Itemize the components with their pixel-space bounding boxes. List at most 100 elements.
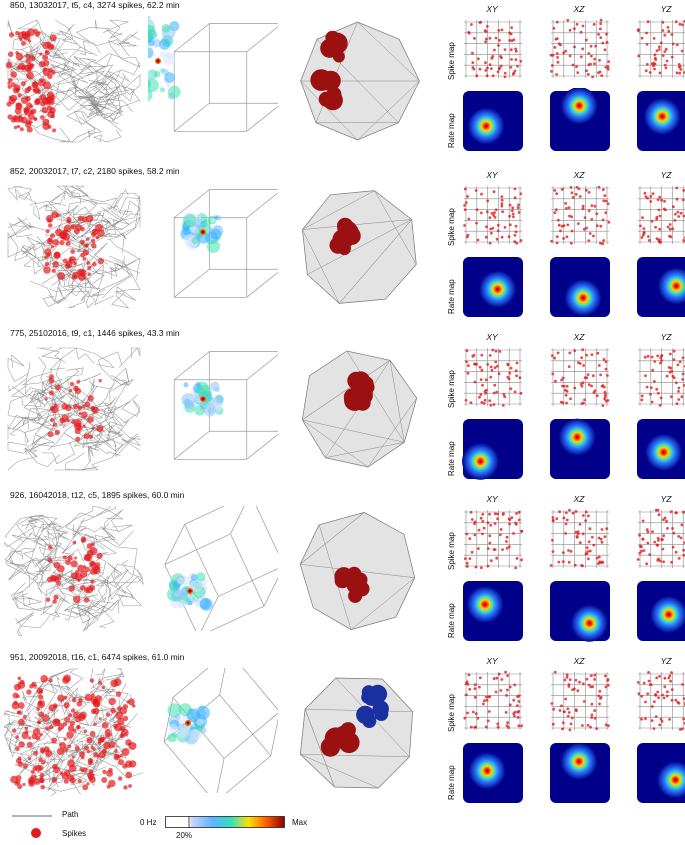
rate-peak: [468, 752, 506, 790]
density-cube-frame: [164, 506, 278, 631]
spike-map-dots: [463, 670, 523, 729]
rate-map: [463, 581, 523, 641]
cell-row: 850, 13032017, t5, c4, 3274 spikes, 62.2…: [0, 0, 685, 162]
spike-map: [549, 508, 609, 568]
spike-map-dots: [549, 18, 611, 79]
spike-map-paths: [464, 510, 522, 568]
rate-map: [637, 91, 685, 151]
spike-map-paths: [551, 672, 609, 730]
rate-peak: [564, 279, 602, 317]
density-cube: [163, 668, 278, 793]
field-blob: [343, 371, 375, 411]
colorbar-max-label: Max: [292, 818, 308, 827]
colorbar: [165, 816, 285, 828]
rate-peak: [560, 88, 598, 125]
path-legend-label: Path: [62, 810, 79, 819]
spike-map: [463, 186, 523, 245]
field-blob-second: [356, 684, 389, 728]
hull-edges: [302, 350, 417, 468]
rate-map: [637, 581, 685, 641]
plane-label-xz: XZ: [573, 170, 585, 180]
density-cube: [148, 16, 278, 132]
rate-map: [550, 88, 610, 151]
cell-title: 852, 20032017, t7, c2, 2180 spikes, 58.2…: [10, 166, 180, 176]
density-blob: [167, 703, 210, 745]
rate-map: [637, 257, 685, 317]
rate-peak: [558, 418, 596, 456]
rate-map-label: Rate map: [447, 765, 456, 800]
spike-map: [464, 510, 524, 570]
plane-label-xy: XY: [486, 494, 498, 504]
spike-map-dots: [464, 510, 524, 570]
spike-map: [637, 19, 685, 78]
spike-dots: [10, 674, 137, 791]
spike-map: [550, 348, 610, 407]
density-blob: [148, 16, 181, 102]
cell-row: 852, 20032017, t7, c2, 2180 spikes, 58.2…: [0, 166, 685, 328]
spike-map-dots: [464, 348, 523, 407]
cell-title: 926, 16042018, t12, c5, 1895 spikes, 60.…: [10, 490, 185, 500]
rate-peak: [560, 742, 598, 780]
density-cube: [173, 189, 278, 298]
trajectory-plot: [5, 19, 141, 143]
density-cube: [164, 506, 278, 631]
spike-map: [464, 20, 523, 79]
field-blob: [334, 566, 370, 603]
spike-map-label: Spike map: [447, 208, 456, 246]
rate-map: [550, 257, 610, 317]
cell-title: 775, 25102016, t9, c1, 1446 spikes, 43.3…: [10, 328, 180, 338]
convex-hull-plot: [301, 350, 418, 468]
spike-map-paths: [551, 186, 609, 244]
rate-map: [463, 743, 523, 803]
spike-map-dots: [636, 508, 685, 566]
rate-peak: [467, 107, 505, 145]
spike-map-dots: [549, 508, 609, 568]
spike-map-label: Spike map: [447, 532, 456, 570]
plane-label-yz: YZ: [660, 656, 672, 666]
spike-map-paths: [638, 510, 685, 568]
spike-legend-dot: [31, 828, 41, 838]
hull-surface: [299, 677, 414, 789]
spike-map: [463, 670, 523, 730]
spike-map-label: Spike map: [447, 694, 456, 732]
plane-label-xy: XY: [486, 332, 498, 342]
plane-label-xy: XY: [486, 656, 498, 666]
rate-map-label: Rate map: [447, 113, 456, 148]
path-lines: [4, 506, 144, 636]
rate-map: [550, 418, 610, 479]
trajectory-plot: [7, 185, 141, 309]
trajectory-plot: [4, 506, 144, 636]
spike-map-dots: [550, 670, 610, 732]
spike-map-dots: [640, 349, 685, 407]
convex-hull-plot: [299, 677, 414, 789]
hull-edges: [302, 190, 417, 304]
spike-map-label: Spike map: [447, 370, 456, 408]
rate-map-label: Rate map: [447, 603, 456, 638]
cell-row: 775, 25102016, t9, c1, 1446 spikes, 43.3…: [0, 328, 685, 490]
plane-label-xz: XZ: [573, 656, 585, 666]
trajectory-plot: [7, 347, 141, 471]
cell-title: 951, 20092018, t16, c1, 6474 spikes, 61.…: [10, 652, 185, 662]
plane-label-yz: YZ: [660, 4, 672, 14]
spike-map-dots: [637, 19, 685, 75]
spike-legend-label: Spikes: [62, 829, 87, 838]
colorbar-threshold-label: 20%: [176, 831, 193, 840]
legend: Path Spikes 0 Hz Max 20%: [0, 810, 685, 845]
field-blob: [329, 217, 361, 256]
plane-label-xy: XY: [486, 170, 498, 180]
density-blob: [167, 572, 213, 611]
spike-map: [636, 671, 685, 731]
path-lines: [7, 347, 141, 471]
spike-map: [638, 186, 685, 244]
spike-map-paths: [464, 348, 522, 406]
rate-map: [463, 257, 523, 317]
spike-dots: [45, 536, 103, 604]
density-cube: [173, 351, 278, 460]
spike-map-paths: [464, 186, 522, 244]
cell-title: 850, 13032017, t5, c4, 3274 spikes, 62.2…: [10, 0, 180, 10]
plane-label-xz: XZ: [573, 4, 585, 14]
rate-peak: [479, 270, 517, 308]
rate-map: [550, 742, 610, 803]
rate-map-label: Rate map: [447, 441, 456, 476]
convex-hull-plot: [299, 512, 416, 630]
